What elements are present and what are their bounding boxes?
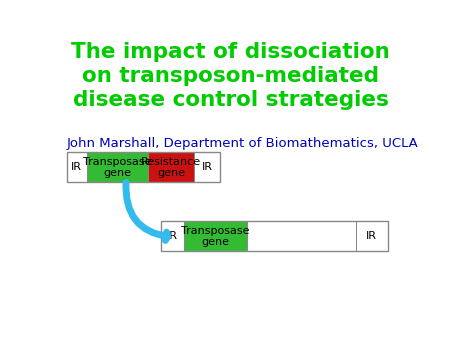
Text: Resistance
gene: Resistance gene	[141, 156, 201, 178]
Text: Transposase
gene: Transposase gene	[181, 225, 250, 247]
Bar	[356, 221, 387, 251]
Bar	[247, 221, 356, 251]
Text: The impact of dissociation
on transposon-mediated
disease control strategies: The impact of dissociation on transposon…	[71, 42, 390, 110]
Bar	[148, 152, 194, 183]
Text: IR: IR	[202, 163, 212, 172]
Bar	[194, 152, 220, 183]
Bar	[161, 221, 387, 251]
Bar	[161, 221, 184, 251]
Text: IR: IR	[166, 232, 178, 241]
Bar	[67, 152, 87, 183]
Text: IR: IR	[366, 232, 377, 241]
Text: Transposase
gene: Transposase gene	[83, 156, 152, 178]
Bar	[67, 152, 220, 183]
Text: John Marshall, Department of Biomathematics, UCLA: John Marshall, Department of Biomathemat…	[67, 137, 418, 150]
Text: IR: IR	[71, 163, 82, 172]
Bar	[87, 152, 148, 183]
Bar	[184, 221, 247, 251]
